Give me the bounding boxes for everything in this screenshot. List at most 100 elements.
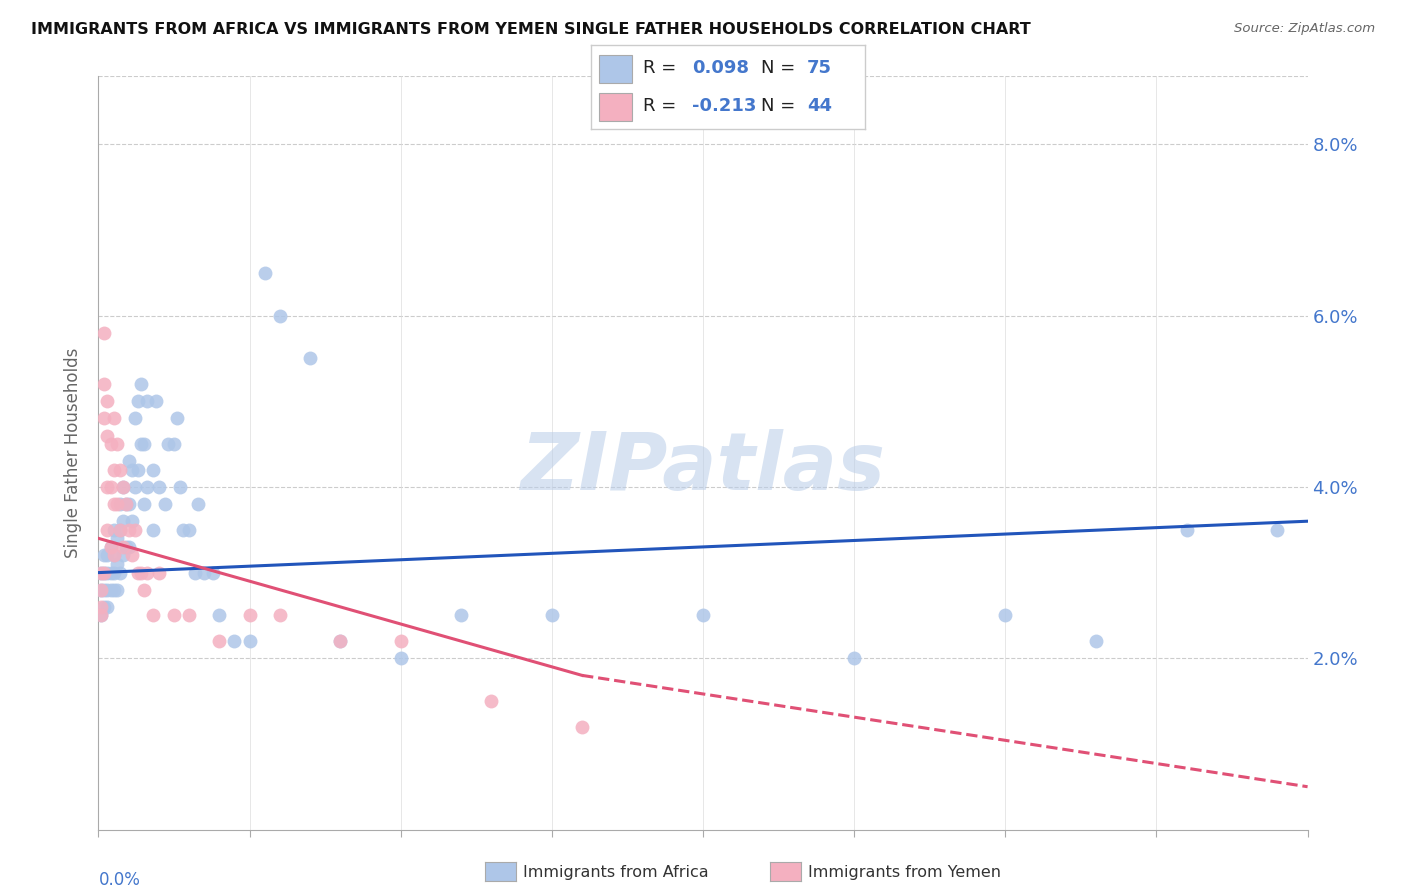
Point xyxy=(156,437,179,451)
Point xyxy=(208,608,231,623)
Point xyxy=(118,540,141,554)
Point xyxy=(163,608,186,623)
Point xyxy=(93,326,115,340)
Point xyxy=(93,566,115,580)
Point xyxy=(90,566,112,580)
Point xyxy=(172,523,194,537)
Point xyxy=(114,497,136,511)
Point xyxy=(135,394,157,409)
Point xyxy=(163,437,186,451)
Point xyxy=(193,566,215,580)
Point xyxy=(1085,634,1108,648)
Point xyxy=(96,566,118,580)
Point xyxy=(118,497,141,511)
Point xyxy=(124,480,146,494)
Point xyxy=(1175,523,1198,537)
Point xyxy=(121,549,143,563)
Point xyxy=(121,463,143,477)
Point xyxy=(142,523,165,537)
Point xyxy=(103,549,125,563)
Point xyxy=(329,634,352,648)
Text: Source: ZipAtlas.com: Source: ZipAtlas.com xyxy=(1234,22,1375,36)
Text: Immigrants from Africa: Immigrants from Africa xyxy=(523,865,709,880)
Text: 44: 44 xyxy=(807,97,832,115)
Point xyxy=(129,437,152,451)
Point xyxy=(96,599,118,614)
Point xyxy=(124,411,146,425)
Point xyxy=(90,582,112,597)
Point xyxy=(96,394,118,409)
Point xyxy=(239,634,262,648)
Point xyxy=(111,549,134,563)
Point xyxy=(100,582,122,597)
Point xyxy=(129,566,152,580)
Point xyxy=(179,523,201,537)
Point xyxy=(100,540,122,554)
Point xyxy=(124,523,146,537)
Point xyxy=(93,377,115,392)
Point xyxy=(329,634,352,648)
Text: 0.0%: 0.0% xyxy=(98,871,141,889)
Point xyxy=(93,411,115,425)
Text: -0.213: -0.213 xyxy=(692,97,756,115)
Point xyxy=(90,599,112,614)
Point xyxy=(90,608,112,623)
Point xyxy=(93,582,115,597)
Point xyxy=(142,608,165,623)
Point xyxy=(132,582,155,597)
Point xyxy=(105,582,128,597)
Point xyxy=(142,463,165,477)
Point xyxy=(127,463,149,477)
Point xyxy=(108,523,131,537)
Point xyxy=(132,497,155,511)
Point xyxy=(100,540,122,554)
Text: N =: N = xyxy=(761,60,800,78)
Point xyxy=(179,608,201,623)
Point xyxy=(90,582,112,597)
Point xyxy=(481,694,503,708)
Point xyxy=(187,497,209,511)
Point xyxy=(93,549,115,563)
Point xyxy=(105,557,128,571)
FancyBboxPatch shape xyxy=(599,54,631,83)
Point xyxy=(111,540,134,554)
Point xyxy=(103,523,125,537)
Point xyxy=(103,566,125,580)
Point xyxy=(108,497,131,511)
Text: 0.098: 0.098 xyxy=(692,60,749,78)
Text: ZIPatlas: ZIPatlas xyxy=(520,429,886,507)
Point xyxy=(540,608,562,623)
Point xyxy=(111,480,134,494)
Text: R =: R = xyxy=(643,60,682,78)
Point xyxy=(100,480,122,494)
Point xyxy=(269,309,291,323)
Point xyxy=(135,480,157,494)
Point xyxy=(148,566,170,580)
Point xyxy=(108,566,131,580)
Point xyxy=(96,582,118,597)
Point xyxy=(450,608,472,623)
Point xyxy=(103,497,125,511)
Point xyxy=(103,549,125,563)
Point xyxy=(299,351,322,366)
Point xyxy=(111,480,134,494)
Text: IMMIGRANTS FROM AFRICA VS IMMIGRANTS FROM YEMEN SINGLE FATHER HOUSEHOLDS CORRELA: IMMIGRANTS FROM AFRICA VS IMMIGRANTS FRO… xyxy=(31,22,1031,37)
Point xyxy=(114,540,136,554)
Point xyxy=(96,523,118,537)
Point xyxy=(135,566,157,580)
Point xyxy=(145,394,167,409)
Point xyxy=(389,634,412,648)
Point xyxy=(269,608,291,623)
Text: Immigrants from Yemen: Immigrants from Yemen xyxy=(808,865,1001,880)
Y-axis label: Single Father Households: Single Father Households xyxy=(65,348,83,558)
Point xyxy=(93,566,115,580)
Point xyxy=(103,463,125,477)
Text: N =: N = xyxy=(761,97,800,115)
Point xyxy=(127,394,149,409)
Point xyxy=(994,608,1017,623)
Point xyxy=(90,608,112,623)
Point xyxy=(105,437,128,451)
Point xyxy=(96,549,118,563)
Point xyxy=(166,411,188,425)
Point xyxy=(202,566,225,580)
